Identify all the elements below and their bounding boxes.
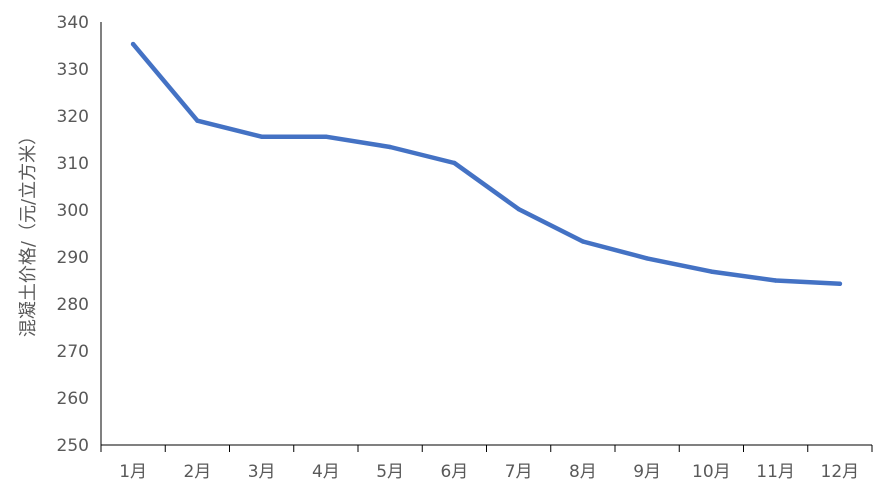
data-point: [130, 41, 136, 47]
data-point: [387, 144, 393, 150]
y-tick-label: 290: [57, 248, 89, 268]
y-tick-label: 320: [57, 107, 89, 127]
x-tick-label: 6月: [440, 462, 468, 482]
x-tick-label: 4月: [312, 462, 340, 482]
x-tick-label: 1月: [119, 462, 147, 482]
y-tick-label: 310: [57, 154, 89, 174]
data-point: [644, 256, 650, 261]
data-point: [837, 281, 843, 286]
data-point: [195, 118, 200, 123]
y-tick-label: 270: [57, 342, 89, 362]
data-point: [580, 239, 586, 244]
data-point: [709, 269, 714, 274]
x-axis-ticks: 1月 2月 3月 4月 5月 6月 7月 8月 9月 10月 11月 12月: [119, 462, 859, 482]
y-axis-ticks: 250 260 270 280 290 300 310 320 330 340: [57, 13, 89, 456]
x-tick-label: 10月: [692, 462, 731, 482]
data-point: [452, 160, 457, 166]
data-point: [323, 134, 329, 139]
y-tick-label: 250: [57, 436, 89, 456]
x-tick-label: 9月: [633, 462, 661, 482]
x-tick-label: 7月: [505, 462, 533, 482]
x-tick-label: 11月: [756, 462, 795, 482]
axes: [100, 22, 873, 452]
series-layer: [130, 41, 843, 287]
y-axis-title: 混凝土价格/（元/立方米）: [18, 127, 39, 337]
y-tick-label: 260: [57, 389, 89, 409]
series-line: [130, 41, 843, 287]
y-tick-label: 330: [57, 60, 89, 80]
data-point: [516, 206, 521, 212]
x-tick-label: 12月: [821, 462, 860, 482]
data-point: [773, 278, 778, 283]
x-tick-label: 5月: [376, 462, 404, 482]
y-tick-label: 280: [57, 295, 89, 315]
x-tick-label: 3月: [248, 462, 276, 482]
data-point: [259, 134, 264, 139]
x-tick-label: 8月: [569, 462, 597, 482]
y-tick-label: 300: [57, 201, 89, 221]
y-tick-label: 340: [57, 13, 89, 33]
x-tick-label: 2月: [183, 462, 211, 482]
